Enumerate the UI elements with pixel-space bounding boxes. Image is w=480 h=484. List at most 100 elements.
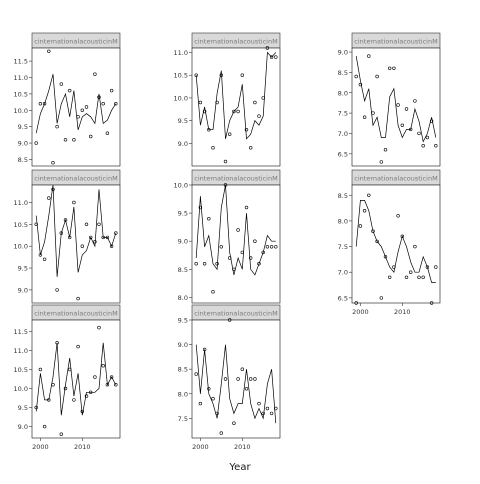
data-point [409, 270, 413, 274]
data-point [409, 127, 413, 132]
y-tick-label: 9.5 [178, 117, 188, 125]
data-point [383, 148, 388, 152]
data-point [59, 432, 63, 436]
data-point [362, 209, 367, 213]
facet-strip-label: cinternationalacousticinM [194, 38, 277, 46]
y-tick-label: 11.0 [14, 199, 28, 207]
data-point [88, 235, 93, 240]
data-point [396, 103, 400, 107]
data-point [253, 377, 257, 381]
data-point [421, 144, 425, 148]
data-point [219, 245, 224, 249]
data-point [261, 96, 265, 100]
data-point [194, 262, 198, 266]
data-point [253, 100, 257, 105]
data-point [84, 394, 89, 398]
series-line [35, 74, 117, 134]
y-tick-label: 7.0 [338, 269, 348, 277]
y-tick-label: 9.5 [18, 265, 28, 273]
x-tick-label: 2010 [394, 308, 411, 316]
y-tick-label: 11.0 [14, 347, 28, 355]
data-point [42, 257, 47, 261]
data-point [244, 205, 249, 210]
data-point [261, 250, 265, 255]
data-point [257, 262, 261, 266]
series-line [195, 344, 277, 424]
facet-panel-row2-col3: cinternationalacousticinM 6.5 7.0 7.5 8.0 8.5… [338, 169, 441, 316]
data-point [261, 411, 265, 416]
y-tick-label: 11.5 [14, 328, 28, 336]
data-point [269, 411, 274, 416]
y-tick-label: 10.5 [14, 221, 28, 229]
y-tick-label: 9.0 [338, 49, 348, 57]
data-point [425, 135, 430, 140]
data-point [396, 214, 400, 218]
y-tick-label: 7.0 [338, 130, 348, 138]
data-point [379, 296, 383, 300]
x-tick-label: 2000 [352, 308, 369, 316]
data-point [198, 100, 203, 105]
data-point [215, 411, 219, 416]
data-point [101, 364, 105, 368]
data-point [105, 235, 110, 240]
data-point [274, 245, 278, 249]
x-tick-label: 2000 [192, 443, 209, 451]
data-point [207, 217, 211, 221]
data-point [236, 377, 240, 381]
facet-strip-label: cinternationalacousticinM [194, 310, 277, 318]
y-tick-label: 10.0 [174, 94, 188, 102]
data-point [358, 82, 363, 87]
data-point [211, 290, 215, 294]
data-point [80, 244, 85, 248]
data-point [367, 54, 371, 58]
series-line [355, 200, 436, 283]
data-point [249, 146, 253, 150]
data-point [392, 265, 396, 269]
data-point [63, 218, 68, 222]
y-tick-label: 9.5 [18, 123, 28, 131]
data-point [76, 296, 80, 301]
data-point [429, 119, 434, 123]
data-point [97, 222, 101, 227]
data-point [232, 109, 236, 114]
data-point [388, 275, 392, 279]
data-point [38, 367, 43, 372]
data-point [93, 240, 97, 244]
data-point [84, 105, 89, 109]
data-point [274, 406, 278, 411]
data-point [354, 301, 358, 305]
data-point [93, 72, 97, 76]
data-point [211, 397, 215, 401]
data-point [249, 377, 253, 381]
y-tick-label: 10.0 [14, 243, 28, 251]
data-point [240, 73, 245, 77]
facet-panel-row3-col1: cinternationalacousticinM 9.0 9.5 10.0 10.5 1… [14, 304, 121, 451]
plot-area [191, 47, 281, 167]
data-point [76, 115, 80, 119]
data-point [371, 111, 375, 115]
data-point [88, 390, 93, 394]
data-point [240, 367, 245, 371]
x-tick-label: 2000 [32, 443, 49, 451]
x-tick-label: 2010 [234, 443, 251, 451]
data-point [265, 245, 270, 249]
data-point [236, 109, 240, 114]
facet-strip-label: cinternationalacousticinM [354, 38, 437, 46]
y-tick-label: 9.0 [178, 238, 188, 246]
data-point [413, 99, 417, 103]
data-point [215, 262, 219, 266]
facet-strip-label: cinternationalacousticinM [34, 310, 117, 318]
y-tick-label: 10.5 [174, 72, 188, 80]
series-line [355, 56, 437, 143]
plot-area [31, 319, 121, 439]
data-point [223, 377, 228, 381]
data-point [109, 375, 114, 379]
y-tick-label: 8.5 [178, 266, 188, 274]
data-point [413, 244, 417, 249]
y-tick-label: 9.0 [178, 140, 188, 148]
data-point [207, 387, 211, 391]
facet-strip-label: cinternationalacousticinM [354, 175, 437, 183]
data-point [429, 301, 434, 305]
facet-panel-row2-col1: cinternationalacousticinM 9.0 9.5 10.0 10.5 1… [14, 169, 121, 304]
data-point [67, 367, 72, 372]
